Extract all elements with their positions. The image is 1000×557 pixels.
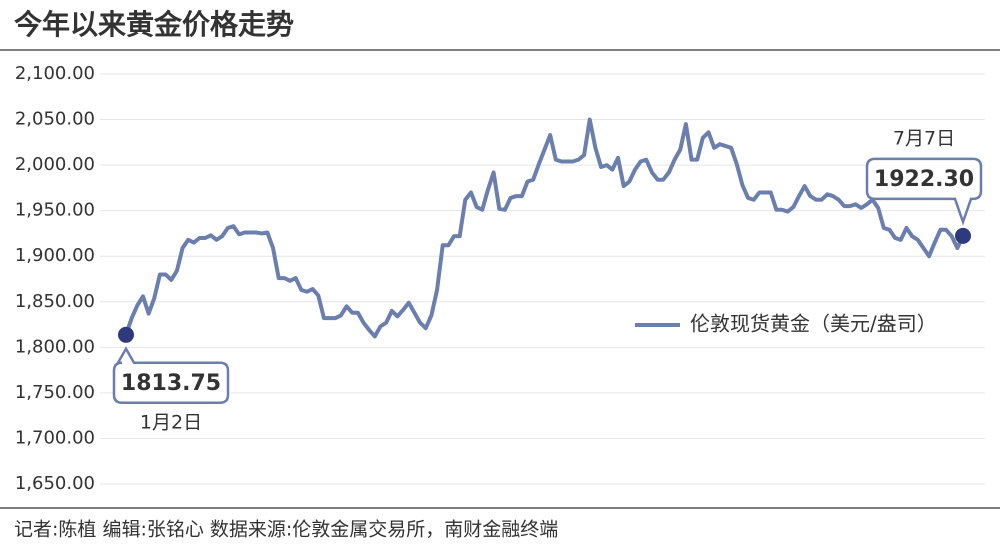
y-tick-label: 1,750.00: [15, 382, 95, 403]
y-tick-label: 2,050.00: [15, 109, 95, 130]
y-tick-label: 1,800.00: [15, 336, 95, 357]
y-tick-label: 1,900.00: [15, 245, 95, 266]
callout-box: [112, 346, 230, 405]
y-tick-label: 1,650.00: [15, 473, 95, 494]
footer: 记者:陈植 编辑:张铭心 数据来源:伦敦金属交易所，南财金融终端: [14, 519, 558, 541]
y-tick-label: 2,100.00: [15, 63, 95, 84]
callout-box: [865, 157, 983, 226]
value-label: 1922.30: [874, 167, 974, 192]
y-tick-label: 2,000.00: [15, 154, 95, 175]
date-label: 7月7日: [893, 127, 955, 149]
line: [124, 117, 965, 339]
y-tick-label: 1,950.00: [15, 200, 95, 221]
legend-label: 伦敦现货黄金（美元/盎司）: [690, 312, 937, 336]
date-label: 1月2日: [140, 411, 202, 433]
value-label: 1813.75: [121, 371, 221, 396]
y-tick-label: 1,850.00: [15, 291, 95, 312]
point-marker: [118, 326, 134, 343]
chart-title: 今年以来黄金价格走势: [14, 8, 294, 41]
y-tick-label: 1,700.00: [15, 427, 95, 448]
point-marker: [955, 227, 971, 244]
